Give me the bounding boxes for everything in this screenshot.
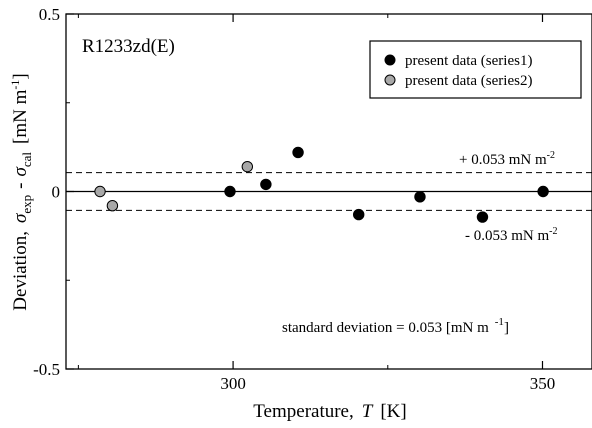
data-point-series1-5 — [476, 211, 489, 223]
y-tick-label-1: 0 — [52, 183, 61, 202]
x-tick-label-300: 300 — [220, 374, 246, 393]
legend: present data (series1) present data (ser… — [369, 40, 582, 99]
reference-lines — [66, 172, 592, 211]
data-point-series1-1 — [260, 178, 272, 191]
band-label-upper: + 0.053 mN m-2 — [459, 150, 555, 168]
data-point-series1-2 — [292, 146, 304, 159]
data-point-series1-6 — [537, 185, 549, 198]
data-point-series2-0 — [94, 185, 106, 198]
legend-marker-series1 — [384, 54, 396, 66]
std-dev-annotation: standard deviation = 0.053 [mN m -1] — [282, 316, 509, 336]
legend-box — [369, 40, 582, 99]
band-label-lower: - 0.053 mN m-2 — [465, 226, 558, 244]
data-point-series2-1 — [106, 200, 119, 212]
data-point-series1-3 — [353, 208, 365, 221]
legend-label-series1: present data (series1) — [405, 53, 532, 69]
sample-label: R1233zd(E) — [82, 36, 175, 57]
x-axis-title: Temperature, T [K] — [253, 401, 406, 422]
x-tick-label-350: 350 — [530, 374, 556, 393]
axis-ticks: 300 350 -0.5 0 0.5 — [33, 5, 555, 393]
y-axis-title: Deviation,σexp-σcal[mN m-1] — [8, 73, 34, 310]
y-tick-label-0: -0.5 — [33, 360, 60, 379]
data-points — [94, 146, 549, 223]
data-point-series1-4 — [414, 191, 426, 203]
y-tick-label-2: 0.5 — [39, 5, 60, 24]
data-point-series2-2 — [241, 160, 254, 173]
data-point-series1-0 — [224, 185, 236, 198]
legend-marker-series2 — [384, 74, 396, 86]
legend-label-series2: present data (series2) — [405, 73, 532, 89]
